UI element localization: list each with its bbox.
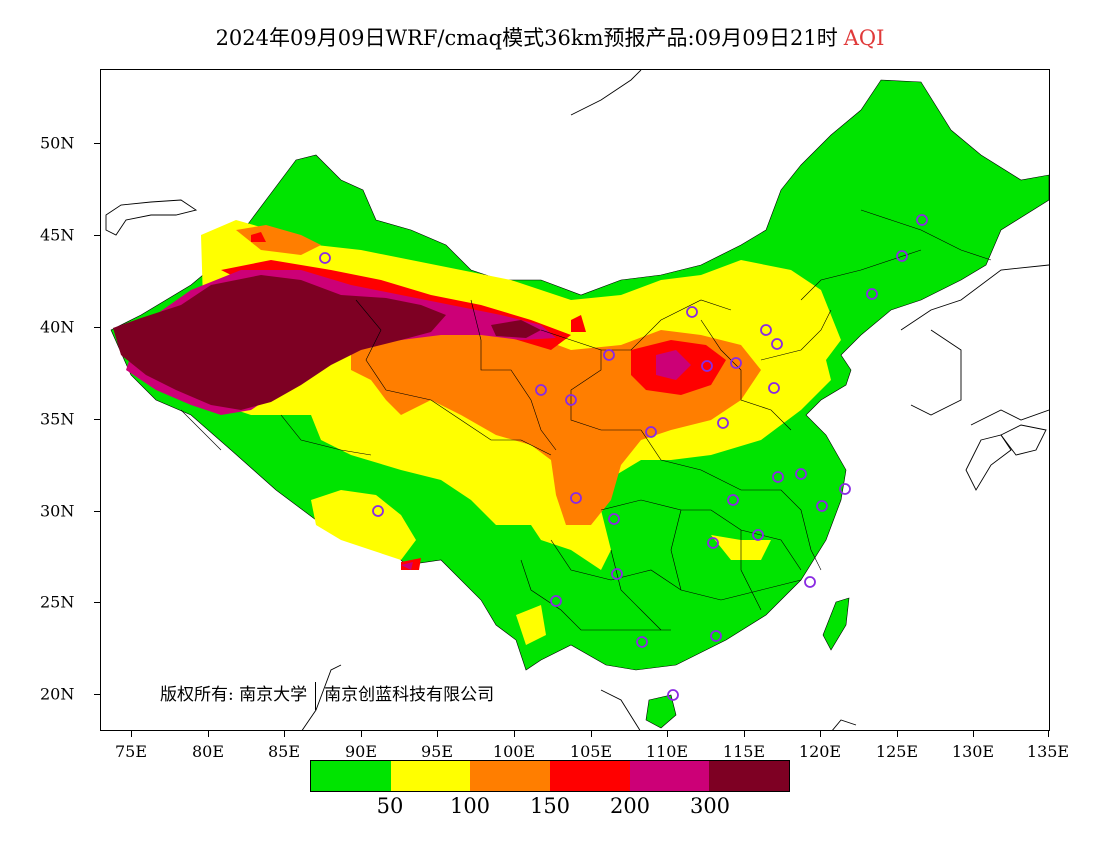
legend-swatch bbox=[550, 761, 630, 791]
x-tick-label: 115E bbox=[722, 742, 766, 761]
x-tick-label: 110E bbox=[645, 742, 689, 761]
x-tick-label: 85E bbox=[267, 742, 301, 761]
x-tick-label: 130E bbox=[951, 742, 995, 761]
x-tick-label: 105E bbox=[569, 742, 613, 761]
y-tick-label: 25N bbox=[40, 592, 75, 612]
legend-swatch bbox=[311, 761, 391, 791]
x-tick-mark bbox=[437, 731, 438, 737]
x-tick-mark bbox=[744, 731, 745, 737]
title-product: AQI bbox=[843, 26, 885, 50]
x-tick-mark bbox=[284, 731, 285, 737]
y-tick-label: 35N bbox=[40, 409, 75, 429]
province-borders bbox=[180, 209, 992, 631]
y-tick-mark bbox=[94, 143, 100, 144]
legend-swatch bbox=[470, 761, 551, 791]
legend-swatch bbox=[629, 761, 710, 791]
x-tick-label: 125E bbox=[875, 742, 919, 761]
y-tick-label: 40N bbox=[40, 317, 75, 337]
y-tick-mark bbox=[94, 419, 100, 420]
x-tick-mark bbox=[514, 731, 515, 737]
y-tick-mark bbox=[94, 511, 100, 512]
map-title: 2024年09月09日WRF/cmaq模式36km预报产品:09月09日21时 A… bbox=[0, 22, 1100, 52]
x-tick-mark bbox=[361, 731, 362, 737]
aqi-maroon-region bbox=[113, 275, 446, 410]
station-markers bbox=[319, 214, 928, 701]
legend-label: 100 bbox=[449, 794, 491, 818]
x-tick-mark bbox=[897, 731, 898, 737]
x-tick-label: 75E bbox=[114, 742, 148, 761]
copyright-org2: 南京创蓝科技有限公司 bbox=[324, 685, 495, 705]
copyright-prefix: 版权所有: bbox=[160, 685, 234, 705]
coastlines bbox=[105, 70, 1049, 730]
legend-swatch bbox=[390, 761, 471, 791]
legend-swatch bbox=[709, 761, 790, 791]
x-tick-mark bbox=[820, 731, 821, 737]
legend-label: 300 bbox=[689, 794, 731, 818]
x-tick-mark bbox=[1048, 731, 1049, 737]
y-tick-label: 50N bbox=[40, 133, 75, 153]
x-tick-mark bbox=[973, 731, 974, 737]
x-tick-label: 100E bbox=[492, 742, 536, 761]
x-tick-label: 80E bbox=[191, 742, 225, 761]
x-tick-mark bbox=[591, 731, 592, 737]
x-tick-label: 120E bbox=[798, 742, 842, 761]
legend-label: 200 bbox=[609, 794, 651, 818]
aqi-map bbox=[105, 70, 1049, 730]
legend-label: 150 bbox=[529, 794, 571, 818]
x-tick-mark bbox=[131, 731, 132, 737]
y-tick-mark bbox=[94, 235, 100, 236]
y-tick-mark bbox=[94, 327, 100, 328]
y-tick-label: 45N bbox=[40, 225, 75, 245]
x-tick-label: 135E bbox=[1026, 742, 1070, 761]
y-tick-mark bbox=[94, 602, 100, 603]
map-panel bbox=[100, 69, 1050, 731]
x-tick-mark bbox=[208, 731, 209, 737]
x-tick-label: 90E bbox=[344, 742, 378, 761]
copyright-separator bbox=[315, 681, 317, 710]
x-tick-label: 95E bbox=[420, 742, 454, 761]
y-tick-label: 30N bbox=[40, 501, 75, 521]
title-main: 2024年09月09日WRF/cmaq模式36km预报产品:09月09日21时 bbox=[215, 26, 838, 50]
aqi-legend bbox=[310, 760, 790, 792]
y-tick-mark bbox=[94, 694, 100, 695]
x-tick-mark bbox=[667, 731, 668, 737]
legend-label: 50 bbox=[376, 794, 404, 818]
copyright-org1: 南京大学 bbox=[239, 685, 308, 705]
y-tick-label: 20N bbox=[40, 684, 75, 704]
copyright-note: 版权所有: 南京大学 南京创蓝科技有限公司 bbox=[160, 680, 494, 710]
